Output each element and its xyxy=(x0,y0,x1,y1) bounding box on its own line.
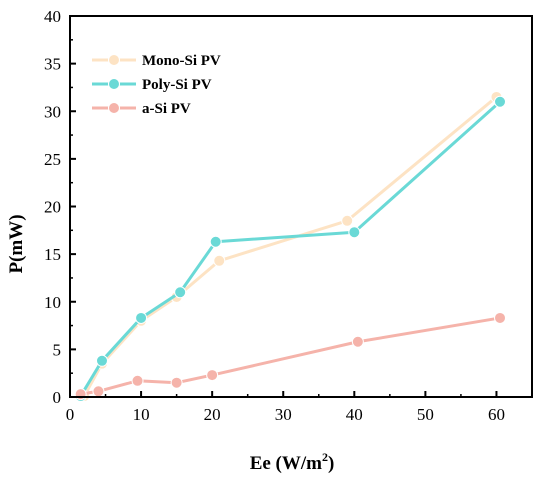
y-tick-label-1: 5 xyxy=(53,340,62,359)
series-2-point-4 xyxy=(206,369,219,382)
x-tick-label-5: 50 xyxy=(417,405,434,424)
y-tick-label-7: 35 xyxy=(44,55,61,74)
series-2-point-6 xyxy=(494,311,507,324)
x-axis-title-end: ) xyxy=(328,453,334,474)
x-tick-label-0: 0 xyxy=(66,405,75,424)
series-0-point-5 xyxy=(341,214,354,227)
y-tick-label-4: 20 xyxy=(44,198,61,217)
series-1-point-6 xyxy=(494,95,507,108)
series-1-point-5 xyxy=(348,226,361,239)
y-axis-title: P(mW) xyxy=(6,214,27,273)
y-tick-label-6: 30 xyxy=(44,102,61,121)
series-1-point-1 xyxy=(95,354,108,367)
x-tick-label-6: 60 xyxy=(488,405,505,424)
x-tick-label-3: 30 xyxy=(275,405,292,424)
series-2-point-1 xyxy=(92,385,105,398)
y-tick-label-3: 15 xyxy=(44,245,61,264)
series-2-line xyxy=(80,316,501,396)
x-tick-label-4: 40 xyxy=(346,405,363,424)
y-tick-label-8: 40 xyxy=(44,7,61,26)
series-2-point-3 xyxy=(170,376,183,389)
legend-marker-0 xyxy=(108,54,120,66)
series-1-point-2 xyxy=(135,311,148,324)
legend-label-2: a-Si PV xyxy=(142,101,191,117)
series-2-point-5 xyxy=(351,335,364,348)
series-1-point-3 xyxy=(174,286,187,299)
x-tick-label-1: 10 xyxy=(133,405,150,424)
series-2-point-2 xyxy=(131,374,144,387)
axes-layer: 0 10 20 30 40 50 60 0 5 10 15 20 25 30 35 40 xyxy=(44,7,533,424)
x-axis-title: Ee (W/m2) xyxy=(250,450,335,474)
series-0-line xyxy=(82,95,498,397)
series-1-point-4 xyxy=(209,235,222,248)
y-tick-label-0: 0 xyxy=(53,388,62,407)
legend-label-1: Poly-Si PV xyxy=(142,77,212,93)
legend-marker-1 xyxy=(108,78,120,90)
x-axis-title-sup: 2 xyxy=(322,450,328,464)
legend-marker-2 xyxy=(108,102,120,114)
x-axis-title-main: Ee (W/m xyxy=(250,453,322,474)
legend-label-0: Mono-Si PV xyxy=(142,53,221,69)
series-layer xyxy=(74,90,507,403)
series-0-point-4 xyxy=(213,254,226,267)
y-tick-label-2: 10 xyxy=(44,293,61,312)
legend: Mono-Si PV Poly-Si PV a-Si PV xyxy=(92,53,221,117)
x-tick-label-2: 20 xyxy=(204,405,221,424)
plot-frame xyxy=(69,15,533,398)
y-tick-label-5: 25 xyxy=(44,150,61,169)
